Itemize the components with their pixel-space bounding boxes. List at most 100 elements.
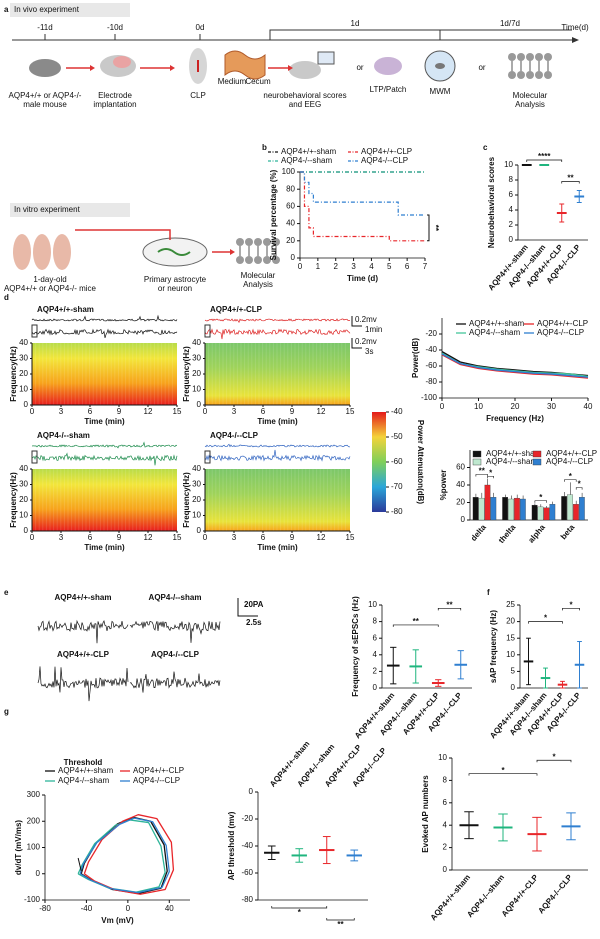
bar	[472, 497, 479, 521]
axis-label: Time (min)	[257, 417, 298, 426]
legend-label: AQP4-/--sham	[58, 776, 109, 785]
legend-label: AQP4+/+-sham	[58, 766, 113, 775]
x-axis-label: Frequency (Hz)	[486, 414, 544, 423]
mouse-icon	[435, 63, 445, 69]
bar	[579, 497, 585, 521]
x-axis-label: Vm (mV)	[101, 916, 134, 925]
trace	[31, 328, 178, 338]
colorbar-tick-label: -40	[391, 407, 403, 416]
category-label: AQP4+/+-CLP	[500, 872, 541, 918]
step-label: implantation	[93, 100, 136, 109]
monitor-icon	[317, 51, 335, 65]
ball	[526, 53, 534, 61]
sig-bracket	[475, 474, 488, 477]
y-tick-label: 10	[504, 160, 513, 169]
brain-slice-icon	[374, 57, 402, 75]
spectrogram	[205, 469, 350, 531]
legend-swatch	[472, 458, 482, 466]
y-tick-label: 0	[443, 865, 448, 874]
y-tick-label: 20	[286, 236, 295, 245]
y-tick-label: 4	[509, 205, 514, 214]
sig-mark: **	[337, 920, 344, 929]
bar	[508, 498, 514, 521]
legend-label: AQP4+/+-sham	[486, 449, 541, 458]
y-tick-label: 5	[511, 667, 516, 676]
x-tick-label: 6	[405, 262, 410, 271]
step-label: or	[478, 63, 485, 72]
legend-label: AQP4-/--sham	[486, 457, 537, 466]
y-axis-label: dv/dT (mV/ms)	[14, 820, 23, 875]
y-tick-label: 2	[373, 667, 378, 676]
category-label: beta	[559, 522, 577, 541]
axis-label: Frequency(Hz)	[182, 346, 191, 402]
step-label: Molecular	[241, 271, 276, 280]
sig-bracket	[534, 500, 547, 503]
y-tick-label: 10	[438, 753, 447, 762]
mouse-icon	[289, 61, 321, 79]
colorbar-label: Power Attenuaton(dB)	[416, 420, 425, 504]
bar	[531, 504, 538, 521]
phase-loop	[79, 817, 170, 894]
sig-bracket	[271, 906, 328, 909]
spectrum-line	[441, 353, 589, 378]
ball	[544, 71, 552, 79]
legend-label: AQP4-/--sham	[469, 328, 520, 337]
legend-swatch	[472, 450, 482, 458]
intestine-icon	[224, 50, 266, 80]
legend-label: AQP4+/+-CLP	[361, 147, 412, 156]
bar	[490, 497, 497, 521]
y-tick-label: 8	[509, 175, 514, 184]
category-label: alpha	[527, 522, 548, 544]
y-tick-label: 300	[27, 790, 41, 799]
sig-mark: **	[567, 174, 574, 183]
sig-bracket	[528, 621, 563, 624]
x-tick-label: 40	[165, 904, 174, 913]
legend-swatch	[532, 450, 542, 458]
bar	[484, 484, 491, 521]
ball	[245, 238, 253, 246]
timeline-label: 1d	[351, 19, 360, 28]
timeline-label: 1d/7d	[500, 19, 520, 28]
axis	[451, 758, 588, 871]
y-tick-label: 4	[443, 820, 448, 829]
x-tick-label: -80	[39, 904, 51, 913]
timeline-label: 0d	[196, 23, 205, 32]
x-axis-label: Time (d)	[347, 274, 378, 283]
section-title: In vitro experiment	[14, 205, 81, 214]
scale-bar-label: 1min	[365, 325, 382, 334]
x-tick-label: 40	[584, 402, 593, 411]
x-tick-label: 3	[232, 533, 237, 542]
trace	[37, 619, 129, 644]
step-label: LTP/Patch	[370, 85, 407, 94]
timeline-label: -11d	[37, 23, 52, 32]
x-tick-label: 6	[261, 407, 266, 416]
step-label: CLP	[190, 91, 206, 100]
phase-loop	[83, 814, 175, 895]
y-tick-label: 40	[19, 338, 28, 347]
y-tick-label: 20	[192, 495, 201, 504]
phase-loop	[77, 819, 166, 893]
y-tick-label: 30	[192, 480, 201, 489]
category-label: AQP4+/+-sham	[353, 691, 396, 740]
sig-bracket	[562, 607, 580, 611]
y-tick-label: 10	[19, 511, 28, 520]
sig-bracket	[561, 181, 580, 184]
x-tick-label: 15	[346, 407, 355, 416]
zoom-box	[204, 324, 211, 338]
ball	[544, 53, 552, 61]
colorbar-tick-label: -80	[391, 507, 403, 516]
x-tick-label: 2	[333, 262, 338, 271]
y-axis-label: Evoked AP numbers	[421, 775, 430, 853]
y-tick-label: 0	[36, 869, 41, 878]
ball	[535, 53, 543, 61]
y-tick-label: 20	[19, 369, 28, 378]
y-tick-label: 0	[24, 400, 29, 409]
y-tick-label: 40	[286, 219, 295, 228]
y-tick-label: 80	[286, 184, 295, 193]
panel-label: f	[487, 588, 490, 597]
colorbar-tick-label: -70	[391, 482, 403, 491]
x-tick-label: 15	[346, 533, 355, 542]
sig-mark: *	[569, 472, 573, 481]
timeline-label: -10d	[107, 23, 123, 32]
